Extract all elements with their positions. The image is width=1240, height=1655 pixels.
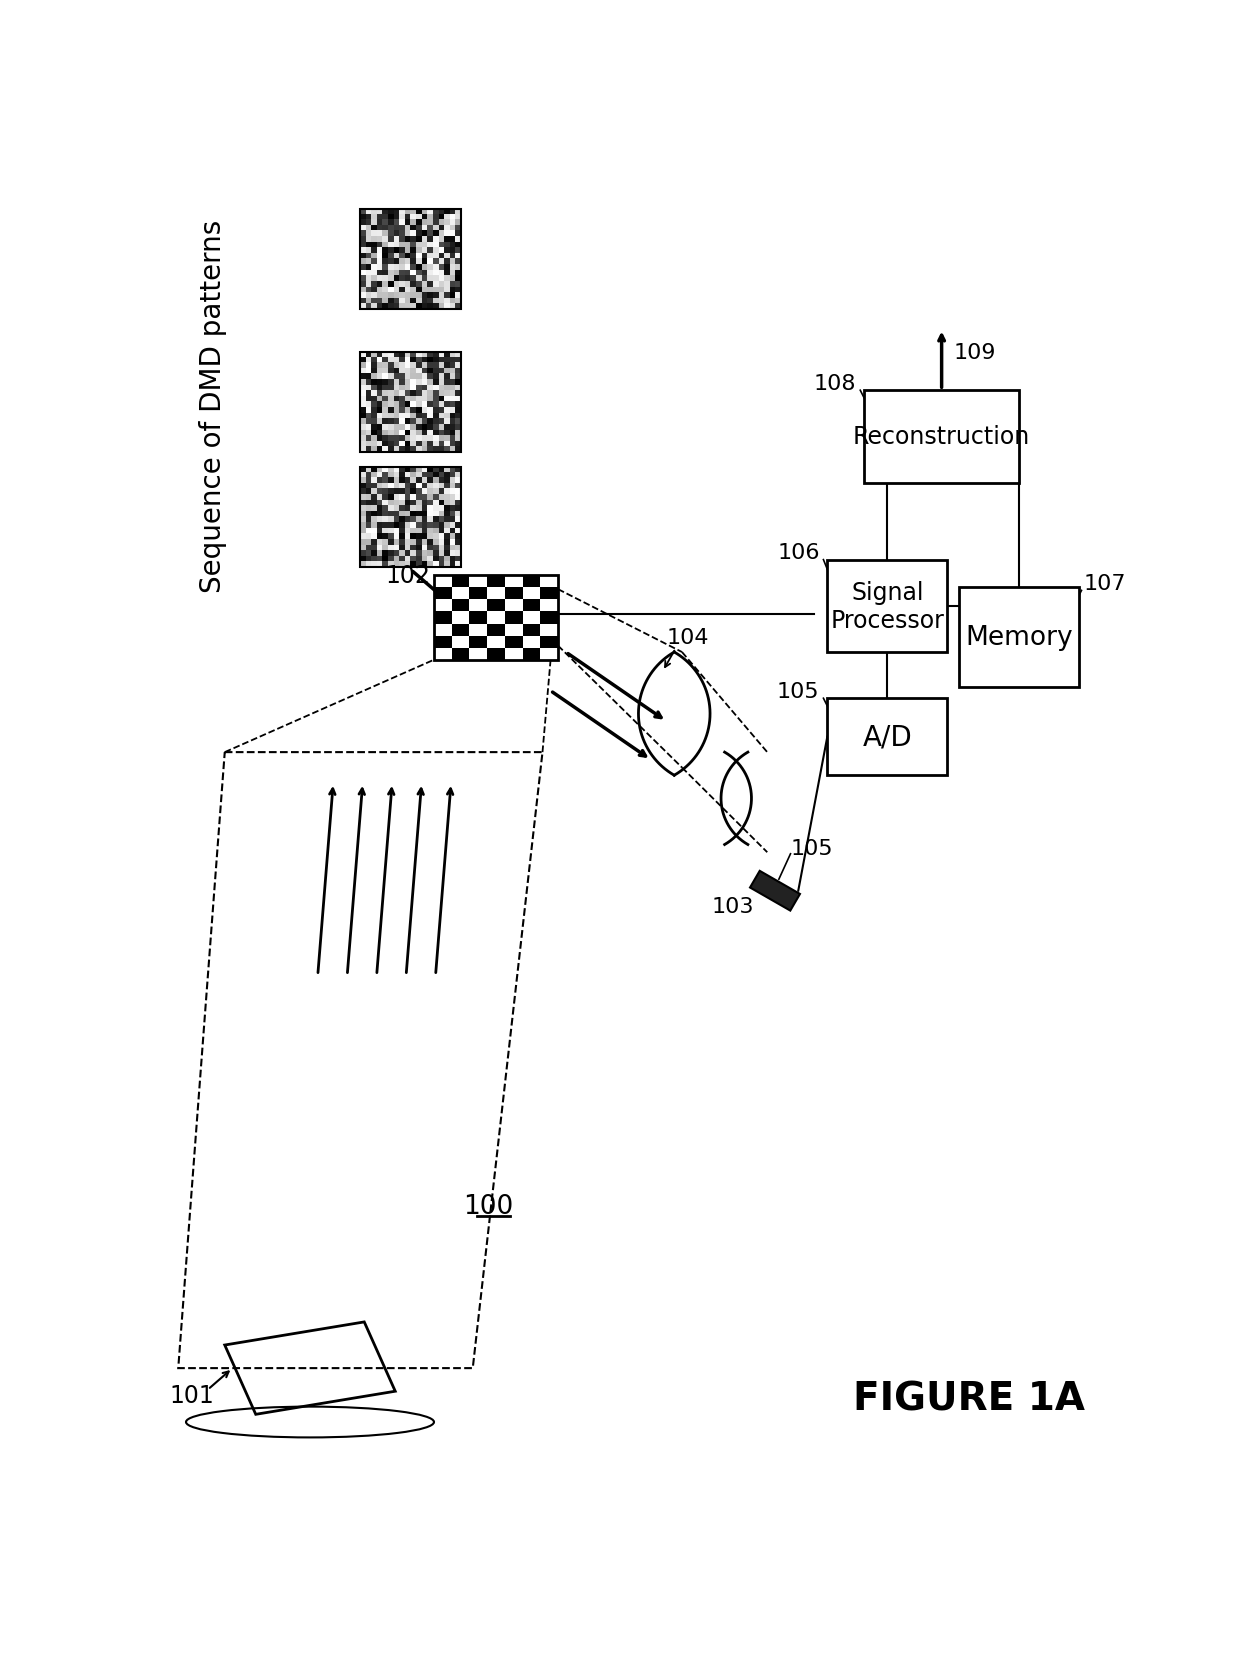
Text: 101: 101: [170, 1384, 215, 1407]
Text: 105: 105: [791, 839, 833, 859]
Text: Memory: Memory: [965, 624, 1073, 650]
Text: 102: 102: [386, 564, 430, 588]
Text: 100: 100: [463, 1193, 513, 1220]
Bar: [361, 468, 461, 568]
Text: Sequence of DMD patterns: Sequence of DMD patterns: [200, 220, 227, 592]
Text: 108: 108: [813, 374, 857, 394]
Text: Reconstruction: Reconstruction: [853, 425, 1030, 449]
Bar: [827, 561, 947, 652]
Text: 103: 103: [711, 897, 754, 917]
Bar: [864, 391, 1019, 483]
Text: 109: 109: [954, 343, 996, 362]
Bar: [959, 588, 1079, 687]
Bar: [361, 353, 461, 452]
Bar: [361, 210, 461, 309]
Text: 107: 107: [1083, 573, 1126, 594]
Text: 106: 106: [777, 543, 820, 563]
Bar: [827, 698, 947, 776]
Text: Signal
Processor: Signal Processor: [831, 581, 945, 632]
Polygon shape: [750, 871, 800, 910]
Text: 104: 104: [667, 627, 709, 647]
Bar: [434, 576, 558, 660]
Text: 105: 105: [777, 682, 820, 702]
Text: A/D: A/D: [863, 723, 913, 751]
Text: * * *: * * *: [405, 354, 439, 369]
Text: FIGURE 1A: FIGURE 1A: [853, 1380, 1085, 1418]
